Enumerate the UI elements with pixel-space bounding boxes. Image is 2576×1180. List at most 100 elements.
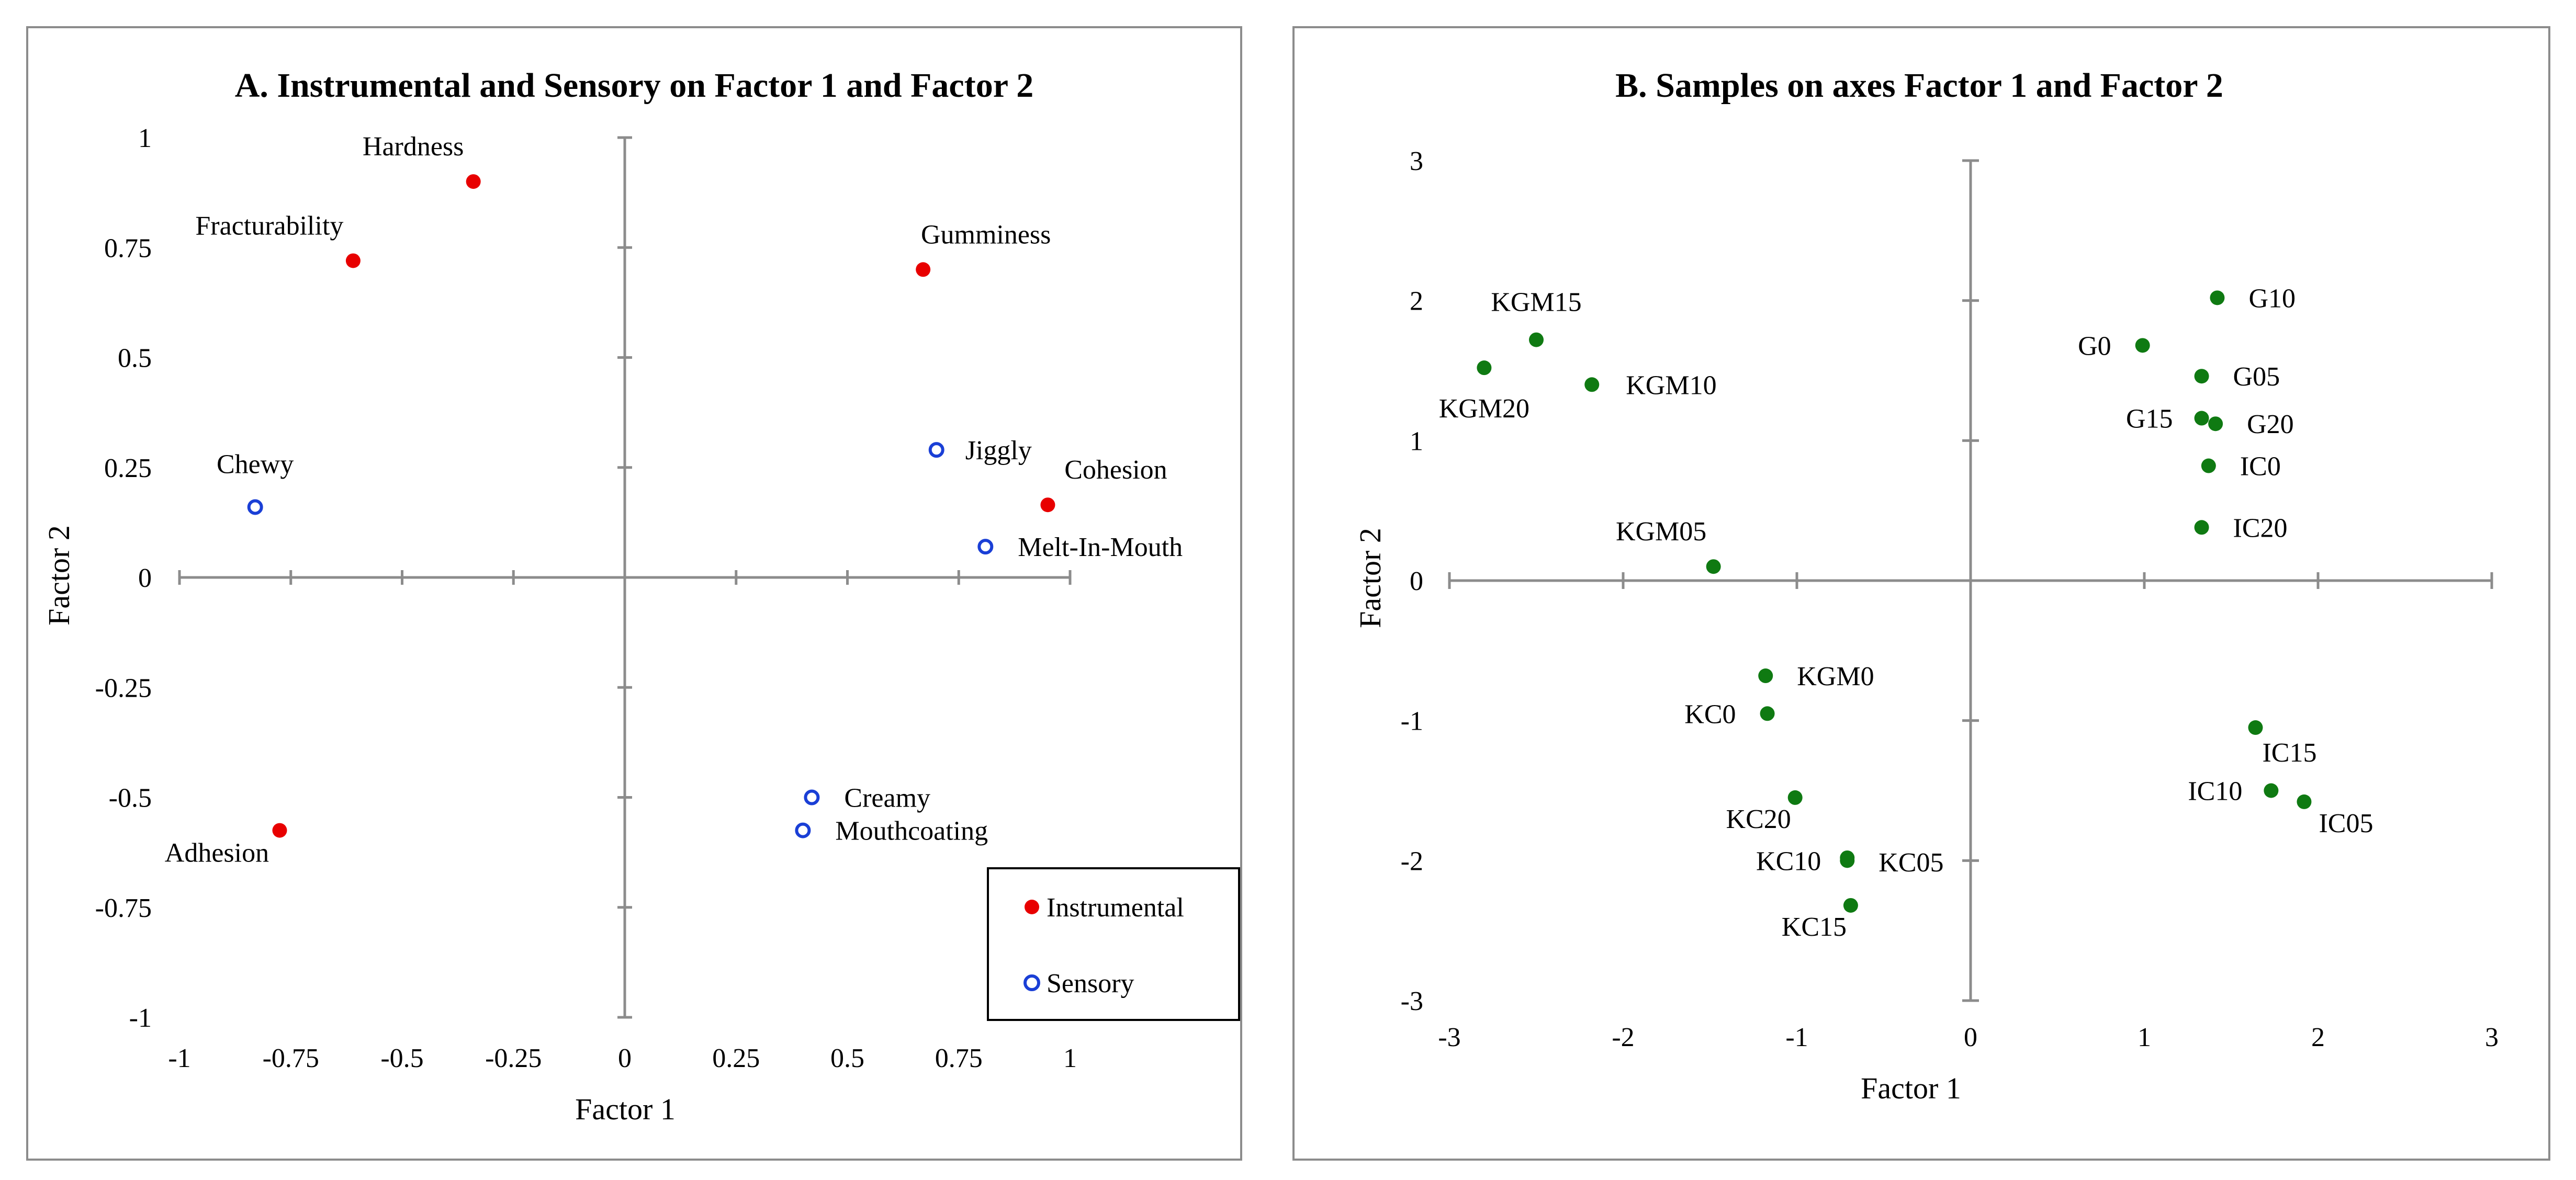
legend-instrumental-marker (1025, 900, 1039, 914)
point-g10 (2210, 290, 2225, 305)
point-label-ic15: IC15 (2262, 738, 2316, 768)
y-tick-label: 1 (1410, 426, 1423, 456)
point-label-creamy: Creamy (844, 784, 930, 813)
point-ic15 (2248, 720, 2263, 735)
panel-b-title: B. Samples on axes Factor 1 and Factor 2 (1615, 66, 2223, 105)
point-label-g10: G10 (2248, 283, 2296, 313)
point-kgm15 (1529, 332, 1544, 347)
point-ic05 (2297, 794, 2312, 809)
point-g15 (2194, 411, 2209, 426)
point-g0 (2135, 338, 2150, 353)
point-label-kgm10: KGM10 (1626, 370, 1716, 400)
point-label-kgm05: KGM05 (1616, 517, 1706, 547)
x-tick-label: 0.25 (712, 1043, 760, 1073)
x-tick-label: 0 (618, 1043, 632, 1073)
point-label-cohesion: Cohesion (1064, 455, 1167, 485)
panel-a-xlabel: Factor 1 (575, 1092, 676, 1126)
x-tick-label: -0.5 (380, 1043, 423, 1073)
y-tick-label: 1 (138, 123, 152, 153)
x-tick-label: -0.25 (485, 1043, 542, 1073)
x-tick-label: 0.5 (830, 1043, 864, 1073)
point-label-kgm0: KGM0 (1797, 662, 1874, 691)
panel-a-ylabel: Factor 2 (42, 525, 76, 626)
panel-b: B. Samples on axes Factor 1 and Factor 2… (1292, 26, 2550, 1161)
point-ic10 (2264, 783, 2279, 798)
y-tick-label: -2 (1401, 846, 1423, 876)
point-label-hardness: Hardness (363, 132, 464, 162)
x-tick-label: 3 (2485, 1023, 2499, 1052)
panel-b-frame (1292, 26, 2550, 1161)
point-label-fracturability: Fracturability (195, 211, 343, 241)
point-label-ic20: IC20 (2233, 513, 2288, 543)
x-tick-label: -2 (1612, 1023, 1634, 1052)
point-label-ic0: IC0 (2240, 452, 2281, 482)
x-tick-label: 1 (2138, 1023, 2151, 1052)
y-tick-label: 0.5 (118, 344, 152, 373)
y-tick-label: -0.5 (109, 784, 152, 813)
y-tick-label: 2 (1410, 287, 1423, 316)
point-hardness (466, 174, 481, 189)
point-label-melt-in-mouth: Melt-In-Mouth (1018, 532, 1183, 562)
panel-a: A. Instrumental and Sensory on Factor 1 … (26, 26, 1242, 1161)
point-kgm10 (1584, 377, 1600, 392)
point-label-g05: G05 (2233, 362, 2280, 392)
legend-sensory-marker (1023, 974, 1040, 991)
panel-b-xlabel: Factor 1 (1861, 1071, 1961, 1105)
point-chewy (247, 499, 263, 515)
legend: Instrumental Sensory (987, 867, 1240, 1021)
point-label-chewy: Chewy (217, 449, 294, 479)
point-adhesion (272, 823, 287, 838)
y-tick-label: -0.75 (95, 893, 152, 923)
point-jiggly (928, 442, 944, 458)
point-kc05 (1840, 850, 1855, 865)
point-gumminess (916, 262, 931, 277)
point-label-mouthcoating: Mouthcoating (835, 816, 988, 846)
point-mouthcoating (795, 822, 811, 838)
panel-a-title: A. Instrumental and Sensory on Factor 1 … (235, 66, 1034, 105)
panel-a-points: Hardness Fracturability Gumminess Cohesion A… (165, 132, 1183, 868)
x-tick-label: -1 (168, 1043, 190, 1073)
point-kc15 (1843, 898, 1858, 913)
point-label-adhesion: Adhesion (165, 838, 269, 868)
point-label-ic10: IC10 (2188, 777, 2242, 807)
point-ic0 (2201, 458, 2216, 473)
x-tick-label: -3 (1438, 1023, 1460, 1052)
point-label-kc15: KC15 (1782, 912, 1847, 942)
point-label-gumminess: Gumminess (921, 220, 1051, 249)
y-tick-label: 0 (138, 563, 152, 593)
legend-sensory-label: Sensory (1047, 969, 1134, 999)
panel-b-ylabel: Factor 2 (1353, 528, 1387, 628)
point-kgm05 (1706, 559, 1721, 574)
point-label-g0: G0 (2078, 331, 2111, 361)
point-label-g15: G15 (2126, 404, 2173, 434)
legend-box (987, 867, 1240, 1021)
x-tick-label: 2 (2311, 1023, 2325, 1052)
y-tick-label: 0 (1410, 566, 1423, 596)
point-fracturability (345, 253, 361, 268)
y-tick-label: 3 (1410, 146, 1423, 176)
point-cohesion (1040, 497, 1055, 513)
point-ic20 (2194, 520, 2209, 535)
point-label-kgm20: KGM20 (1439, 394, 1529, 424)
point-kc20 (1787, 790, 1803, 805)
point-label-kc20: KC20 (1726, 804, 1791, 834)
x-tick-label: -0.75 (263, 1043, 319, 1073)
y-tick-label: -1 (129, 1003, 152, 1033)
point-label-kc10: KC10 (1756, 846, 1821, 876)
point-melt-in-mouth (977, 539, 994, 555)
point-kc0 (1760, 706, 1775, 721)
point-label-kc0: KC0 (1684, 699, 1736, 729)
point-label-g20: G20 (2247, 410, 2294, 439)
y-tick-label: -3 (1401, 986, 1423, 1016)
x-tick-label: 0.75 (935, 1043, 983, 1073)
point-creamy (804, 789, 820, 805)
y-tick-label: 0.75 (104, 233, 152, 263)
x-tick-label: 0 (1964, 1023, 1977, 1052)
legend-instrumental-label: Instrumental (1047, 893, 1184, 923)
point-label-kc05: KC05 (1878, 848, 1943, 878)
x-tick-label: -1 (1785, 1023, 1808, 1052)
point-kgm0 (1758, 668, 1773, 684)
point-g05 (2194, 369, 2209, 384)
point-label-ic05: IC05 (2319, 809, 2373, 838)
